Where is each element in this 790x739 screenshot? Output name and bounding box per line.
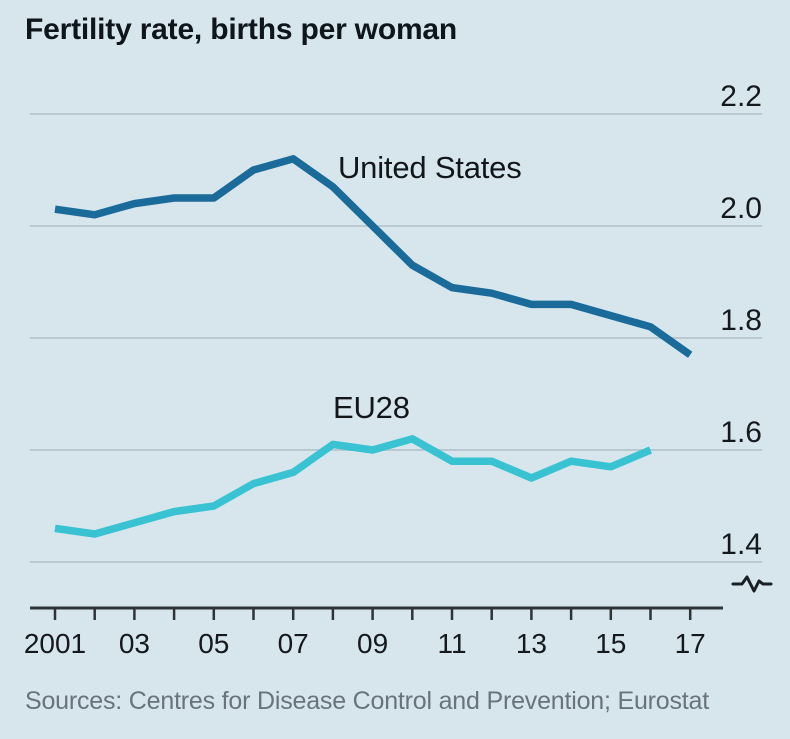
x-tick-label: 09 bbox=[357, 628, 388, 659]
x-tick-label: 17 bbox=[675, 628, 706, 659]
y-tick-label: 2.0 bbox=[720, 192, 762, 225]
x-tick-label: 2001 bbox=[24, 628, 86, 659]
x-tick-label: 11 bbox=[437, 628, 466, 659]
y-tick-label: 2.2 bbox=[720, 80, 762, 113]
x-tick-label: 15 bbox=[595, 628, 626, 659]
source-note: Sources: Centres for Disease Control and… bbox=[25, 687, 709, 715]
us-line bbox=[54, 155, 693, 358]
y-tick-label: 1.8 bbox=[720, 304, 762, 337]
x-tick-label: 03 bbox=[119, 628, 150, 659]
series-label-eu28: EU28 bbox=[333, 390, 410, 425]
x-tick-label: 07 bbox=[278, 628, 309, 659]
series-label-united-states: United States bbox=[338, 150, 522, 185]
chart-title: Fertility rate, births per woman bbox=[25, 13, 458, 46]
x-tick-label: 13 bbox=[516, 628, 547, 659]
y-tick-label: 1.4 bbox=[720, 528, 762, 561]
axis-break-icon bbox=[731, 575, 773, 593]
x-tick-label: 05 bbox=[198, 628, 229, 659]
eu28-line bbox=[54, 435, 652, 538]
y-tick-label: 1.6 bbox=[720, 416, 762, 449]
